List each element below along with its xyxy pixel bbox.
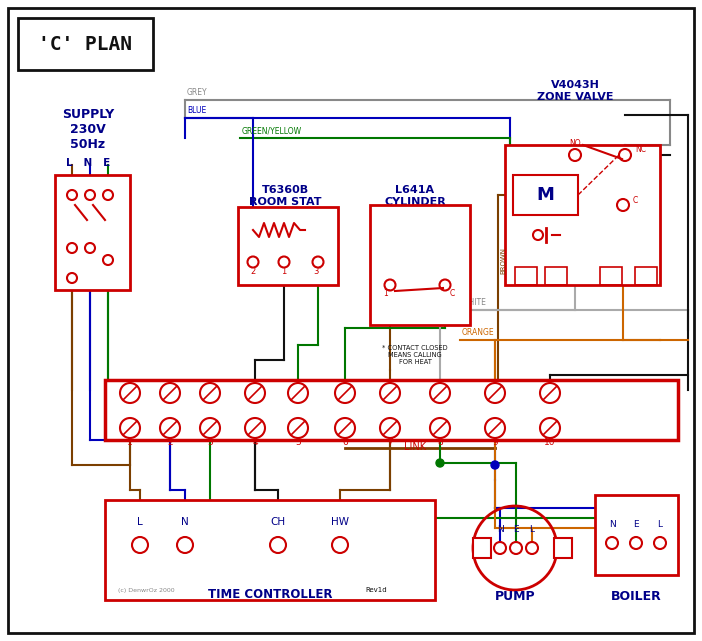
Text: GREY: GREY — [187, 88, 208, 97]
Text: TIME CONTROLLER: TIME CONTROLLER — [208, 588, 332, 601]
Text: L: L — [137, 517, 143, 527]
Bar — [513, 175, 578, 215]
Bar — [635, 267, 657, 285]
Text: 5: 5 — [295, 438, 301, 447]
Text: 1: 1 — [282, 267, 286, 276]
Text: N: N — [181, 517, 189, 527]
Text: CH: CH — [270, 517, 286, 527]
Bar — [595, 495, 678, 575]
Text: NC: NC — [635, 145, 646, 154]
Text: L641A
CYLINDER
STAT: L641A CYLINDER STAT — [384, 185, 446, 218]
Text: N: N — [609, 520, 616, 529]
Bar — [55, 175, 130, 290]
Text: BROWN: BROWN — [500, 247, 506, 274]
Text: PUMP: PUMP — [495, 590, 536, 603]
Text: SUPPLY
230V
50Hz: SUPPLY 230V 50Hz — [62, 108, 114, 151]
Text: 2: 2 — [167, 438, 173, 447]
Text: 9: 9 — [492, 438, 498, 447]
Bar — [370, 205, 470, 325]
Text: 6: 6 — [342, 438, 348, 447]
Text: C: C — [450, 289, 456, 298]
Text: L: L — [658, 520, 663, 529]
Text: ORANGE: ORANGE — [462, 328, 495, 337]
Text: V4043H
ZONE VALVE: V4043H ZONE VALVE — [537, 80, 614, 102]
Bar — [554, 538, 572, 558]
Bar — [515, 267, 537, 285]
Text: 2: 2 — [251, 267, 256, 276]
Bar — [545, 267, 567, 285]
Bar — [473, 538, 491, 558]
Text: 'C' PLAN: 'C' PLAN — [38, 35, 132, 53]
Text: * CONTACT CLOSED
MEANS CALLING
FOR HEAT: * CONTACT CLOSED MEANS CALLING FOR HEAT — [382, 345, 448, 365]
Text: BOILER: BOILER — [611, 590, 661, 603]
Text: 8: 8 — [437, 438, 443, 447]
Text: 1: 1 — [127, 438, 133, 447]
Text: GREEN/YELLOW: GREEN/YELLOW — [242, 126, 302, 135]
Text: E: E — [633, 520, 639, 529]
Text: 10: 10 — [544, 438, 556, 447]
Bar — [18, 18, 153, 70]
Text: L   N   E: L N E — [66, 158, 110, 168]
Text: LINK: LINK — [404, 442, 426, 452]
Text: 4: 4 — [252, 438, 258, 447]
Text: BLUE: BLUE — [187, 106, 206, 115]
Bar — [105, 380, 678, 440]
Text: L: L — [529, 525, 534, 534]
Bar — [600, 267, 622, 285]
Text: T6360B
ROOM STAT: T6360B ROOM STAT — [249, 185, 322, 206]
Text: M: M — [536, 186, 554, 204]
Bar — [105, 500, 435, 600]
Text: 3: 3 — [207, 438, 213, 447]
Bar — [238, 207, 338, 285]
Circle shape — [436, 459, 444, 467]
Text: 7: 7 — [387, 438, 393, 447]
Text: 3″: 3″ — [314, 267, 322, 276]
Text: E: E — [513, 525, 519, 534]
Circle shape — [491, 461, 499, 469]
Text: Rev1d: Rev1d — [365, 587, 387, 593]
Bar — [505, 145, 660, 285]
Text: N: N — [496, 525, 503, 534]
Text: WHITE: WHITE — [462, 298, 487, 307]
Text: 1″: 1″ — [383, 289, 391, 298]
Text: C: C — [633, 196, 638, 205]
Text: NO: NO — [569, 139, 581, 148]
Text: (c) DenwrOz 2000: (c) DenwrOz 2000 — [118, 588, 175, 593]
Text: HW: HW — [331, 517, 349, 527]
